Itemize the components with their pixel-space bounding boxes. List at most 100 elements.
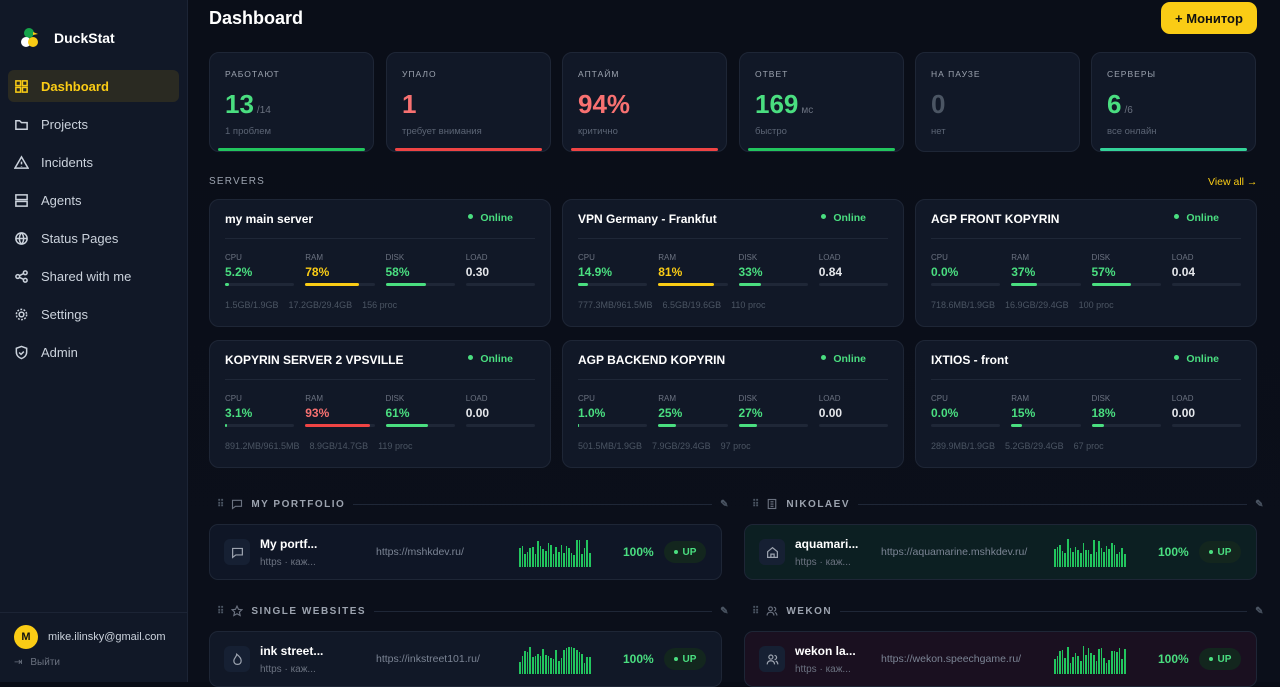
- server-card[interactable]: AGP BACKEND KOPYRIN Online CPU 1.0% RAM 25% D…: [562, 340, 904, 468]
- monitor-type: https · каж...: [795, 664, 851, 675]
- drag-handle-icon[interactable]: ⠿: [752, 498, 759, 510]
- response-sparkline: [1054, 646, 1126, 674]
- metric-bar: [578, 424, 648, 427]
- metric-value: 93%: [305, 406, 330, 420]
- add-monitor-button[interactable]: + Монитор: [1161, 2, 1257, 34]
- server-card[interactable]: KOPYRIN SERVER 2 VPSVILLE Online CPU 3.1% R…: [209, 340, 551, 468]
- edit-pencil-icon[interactable]: ✎: [720, 498, 730, 510]
- user-panel: M mike.ilinsky@gmail.com ⇥ Выйти: [0, 612, 188, 682]
- metric-ram: RAM 25%: [658, 394, 728, 427]
- sparkline-bar: [1098, 649, 1100, 674]
- server-procs: 110 proc: [731, 300, 766, 310]
- monitor-row[interactable]: aquamari... https · каж... https://aquam…: [744, 524, 1257, 580]
- stat-value: 6/6: [1107, 89, 1240, 120]
- metric-label: RAM: [305, 253, 324, 262]
- star-icon: [231, 605, 244, 617]
- metric-label: DISK: [1091, 394, 1111, 403]
- logout-button[interactable]: ⇥ Выйти: [14, 657, 174, 668]
- sparkline-bar: [1090, 554, 1092, 567]
- stat-subtext: требует внимания: [402, 126, 482, 137]
- group-name: WEKON: [786, 605, 833, 617]
- edit-pencil-icon[interactable]: ✎: [720, 605, 730, 617]
- sparkline-bar: [550, 658, 552, 674]
- sparkline-bar: [1059, 651, 1061, 674]
- monitor-url[interactable]: https://wekon.speechgame.ru/: [881, 653, 1022, 665]
- metric-load: LOAD 0.04: [1171, 253, 1241, 286]
- sidebar-item-shared-with-me[interactable]: Shared with me: [8, 260, 179, 292]
- metric-label: LOAD: [465, 253, 488, 262]
- metric-bar-fill: [385, 424, 428, 427]
- server-card[interactable]: VPN Germany - Frankfut Online CPU 14.9% RAM…: [562, 199, 904, 327]
- monitor-url[interactable]: https://inkstreet101.ru/: [376, 653, 480, 665]
- avatar: M: [14, 625, 38, 649]
- user-account[interactable]: M mike.ilinsky@gmail.com: [14, 625, 174, 649]
- stat-unit: мс: [801, 105, 814, 116]
- sparkline-bar: [521, 655, 524, 674]
- server-memory: 501.5MB/1.9GB: [578, 441, 643, 451]
- sparkline-bar: [1059, 544, 1061, 567]
- monitor-row[interactable]: ink street... https · каж... https://ink…: [209, 631, 722, 687]
- sparkline-bar: [586, 539, 589, 567]
- drag-handle-icon[interactable]: ⠿: [217, 498, 224, 510]
- sidebar-item-dashboard[interactable]: Dashboard: [8, 70, 179, 102]
- sparkline-bar: [552, 554, 555, 567]
- drag-handle-icon[interactable]: ⠿: [752, 605, 759, 617]
- sidebar-item-status-pages[interactable]: Status Pages: [8, 222, 179, 254]
- metric-load: LOAD 0.00: [818, 394, 888, 427]
- monitor-url[interactable]: https://aquamarine.mshkdev.ru/: [881, 546, 1028, 558]
- monitor-row[interactable]: My portf... https · каж... https://mshkd…: [209, 524, 722, 580]
- sparkline-bar: [1072, 551, 1074, 567]
- metric-value: 58%: [385, 265, 410, 279]
- metric-bar: [931, 283, 1001, 286]
- stat-number: 13: [225, 89, 254, 119]
- sparkline-bar: [1066, 539, 1069, 567]
- server-memory: 777.3MB/961.5MB: [578, 300, 653, 310]
- home-icon: [766, 546, 778, 558]
- sidebar-item-agents[interactable]: Agents: [8, 184, 179, 216]
- server-memory: 1.5GB/1.9GB: [225, 300, 279, 310]
- stat-label: СЕРВЕРЫ: [1107, 69, 1157, 79]
- view-all-link[interactable]: View all →: [1208, 176, 1258, 188]
- sparkline-bar: [542, 548, 544, 567]
- sidebar-item-admin[interactable]: Admin: [8, 336, 179, 368]
- sparkline-bar: [1072, 656, 1074, 674]
- sparkline-bar: [1108, 660, 1111, 674]
- monitor-url[interactable]: https://mshkdev.ru/: [376, 546, 464, 558]
- server-card[interactable]: my main server Online CPU 5.2% RAM 78% DISK 58…: [209, 199, 551, 327]
- stat-accent-line: [748, 148, 895, 151]
- sparkline-bar: [1111, 542, 1113, 567]
- logo[interactable]: DuckStat: [0, 0, 187, 58]
- sparkline-bar: [568, 547, 570, 567]
- sparkline-bar: [1116, 651, 1118, 674]
- metric-bar: [305, 424, 375, 427]
- metric-bar-fill: [305, 424, 370, 427]
- server-card[interactable]: AGP FRONT KOPYRIN Online CPU 0.0% RAM 37% DIS…: [915, 199, 1257, 327]
- sidebar-item-settings[interactable]: Settings: [8, 298, 179, 330]
- sparkline-bar: [555, 547, 557, 567]
- sparkline-bar: [519, 547, 521, 567]
- status-badge: UP: [1199, 648, 1241, 670]
- sparkline-bar: [1090, 653, 1092, 674]
- server-storage: 8.9GB/14.7GB: [309, 441, 369, 451]
- sparkline-bar: [1061, 551, 1064, 567]
- monitor-row[interactable]: wekon la... https · каж... https://wekon…: [744, 631, 1257, 687]
- metric-ram: RAM 81%: [658, 253, 728, 286]
- edit-pencil-icon[interactable]: ✎: [1255, 605, 1265, 617]
- sparkline-bar: [1054, 659, 1056, 674]
- metric-value: 0.84: [818, 265, 843, 279]
- warning-icon: [14, 154, 29, 169]
- drag-handle-icon[interactable]: ⠿: [217, 605, 224, 617]
- server-card[interactable]: IXTIOS - front Online CPU 0.0% RAM 15% DISK 18…: [915, 340, 1257, 468]
- monitor-name: ink street...: [260, 644, 324, 658]
- page-title: Dashboard: [209, 8, 304, 28]
- sidebar-item-incidents[interactable]: Incidents: [8, 146, 179, 178]
- sparkline-bar: [568, 646, 570, 674]
- metric-ram: RAM 37%: [1011, 253, 1081, 286]
- metric-load: LOAD 0.84: [818, 253, 888, 286]
- server-name: AGP BACKEND KOPYRIN: [578, 353, 726, 367]
- grid-icon: [15, 79, 28, 93]
- sparkline-bar: [576, 540, 578, 567]
- sparkline-bar: [531, 547, 534, 567]
- sidebar-item-projects[interactable]: Projects: [8, 108, 179, 140]
- edit-pencil-icon[interactable]: ✎: [1255, 498, 1265, 510]
